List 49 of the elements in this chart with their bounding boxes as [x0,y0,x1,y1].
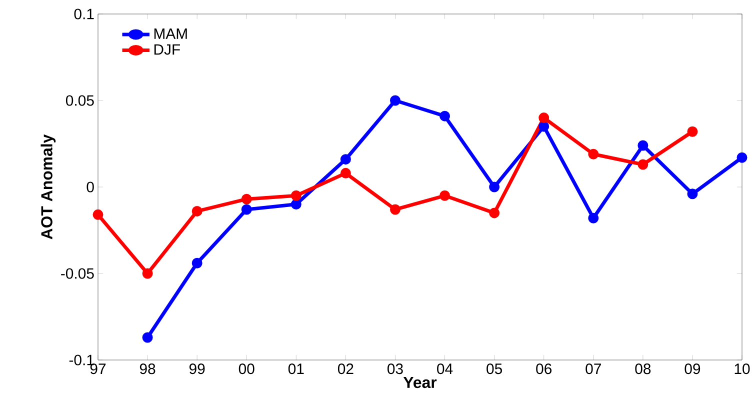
x-tick-label: 08 [635,364,651,374]
point [290,199,302,210]
point [638,159,648,170]
legend-label: MAM [154,28,187,39]
x-tick-label: 01 [288,364,304,374]
x-tick-label: 99 [189,364,205,374]
y-tick-label: 0.05 [66,95,94,106]
point [638,140,648,151]
legend-label: DJF [154,44,180,55]
x-tick-label: 97 [90,364,106,374]
point [290,190,302,201]
y-tick-label: 0.1 [74,8,94,20]
point [390,95,400,106]
point [687,188,698,200]
x-tick-label: 03 [388,364,403,374]
x-tick-label: 02 [338,364,354,374]
x-tick-label: 00 [238,364,254,374]
point [192,258,202,268]
x-tick-label: 04 [437,364,453,374]
point [736,152,748,163]
point [489,182,500,192]
x-axis-title: Year [403,376,437,388]
point [340,154,351,165]
point [192,206,202,216]
x-tick-label: 98 [140,364,156,374]
point [390,204,400,215]
x-tick-label: 09 [684,364,700,374]
point [687,126,698,137]
point [142,332,153,343]
y-axis-title: AOT Anomaly [40,134,56,240]
y-tick-label: -0.1 [69,354,94,366]
point [489,208,500,218]
point [92,209,104,220]
point [142,268,153,279]
point [440,190,450,201]
point [588,212,599,224]
point [241,204,252,215]
point [440,110,450,122]
point [538,112,550,124]
x-tick-label: 10 [734,364,750,374]
y-tick-label: -0.05 [61,268,94,279]
point [241,194,252,204]
point [538,121,550,132]
x-tick-label: 05 [486,364,502,374]
x-tick-label: 06 [536,364,552,374]
y-tick-label: 0 [86,182,94,192]
x-tick-label: 07 [586,364,601,374]
point [340,168,351,178]
point [588,148,599,160]
